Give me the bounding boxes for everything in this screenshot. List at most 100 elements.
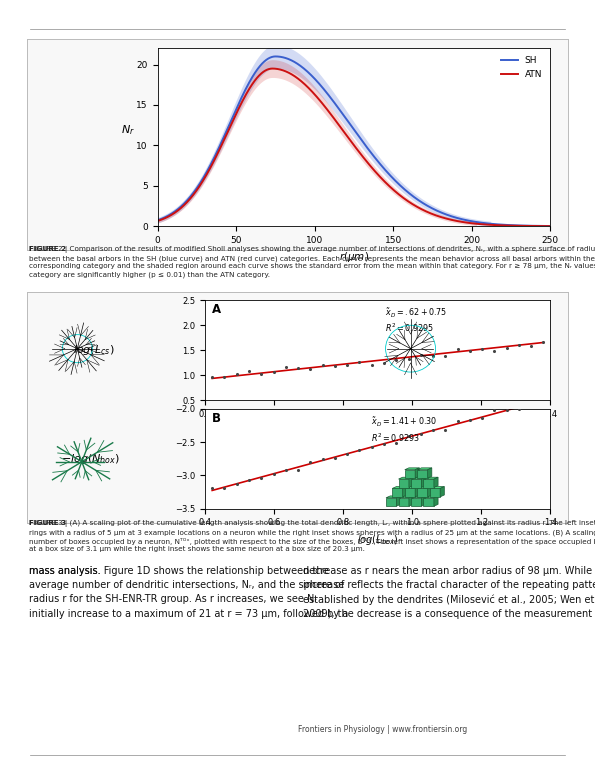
Polygon shape	[411, 477, 425, 479]
Point	[330, 452, 340, 464]
Point	[367, 359, 377, 371]
Point	[538, 398, 548, 410]
Point	[269, 366, 278, 378]
Point	[428, 350, 438, 363]
SH	[272, 51, 279, 61]
Point	[281, 361, 290, 374]
Point	[244, 473, 253, 486]
Point	[404, 430, 414, 442]
Text: FIGURE 2: FIGURE 2	[29, 246, 65, 253]
Polygon shape	[386, 496, 400, 498]
Text: B: B	[212, 412, 221, 425]
Text: decrease as r nears the mean arbor radius of 98 μm. While the
increase reflects : decrease as r nears the mean arbor radiu…	[303, 566, 595, 619]
Line: SH: SH	[158, 56, 550, 226]
SH	[547, 222, 554, 231]
Polygon shape	[396, 496, 400, 506]
Polygon shape	[424, 496, 438, 498]
X-axis label: $log(L_{box})$: $log(L_{box})$	[357, 533, 399, 547]
Point	[392, 437, 401, 449]
ATN	[345, 133, 352, 143]
Polygon shape	[440, 487, 444, 497]
Point	[527, 398, 536, 410]
Point	[379, 438, 389, 450]
Point	[220, 371, 229, 384]
Polygon shape	[424, 479, 434, 488]
Point	[342, 359, 352, 371]
SH	[536, 222, 543, 231]
Point	[440, 349, 450, 362]
ATN	[536, 222, 543, 231]
Point	[256, 367, 266, 380]
SH	[345, 118, 352, 127]
Text: A: A	[212, 303, 221, 317]
Text: $log(L_{cs})$: $log(L_{cs})$	[73, 343, 115, 357]
Point	[465, 414, 475, 427]
Point	[330, 360, 340, 372]
Point	[428, 424, 438, 436]
Point	[318, 453, 327, 466]
Text: FIGURE 3 | (A) A scaling plot of the cumulative length analysis showing the tota: FIGURE 3 | (A) A scaling plot of the cum…	[29, 520, 595, 552]
SH	[154, 215, 161, 225]
Point	[306, 456, 315, 468]
ATN	[547, 222, 554, 231]
Point	[281, 464, 290, 477]
Polygon shape	[405, 470, 415, 478]
Point	[293, 464, 303, 477]
Point	[502, 404, 512, 417]
Polygon shape	[399, 479, 409, 488]
ATN	[335, 119, 342, 129]
Polygon shape	[386, 498, 396, 506]
Polygon shape	[399, 477, 413, 479]
Polygon shape	[411, 498, 421, 506]
ATN	[464, 218, 471, 227]
SH	[536, 222, 543, 231]
Point	[342, 448, 352, 460]
Polygon shape	[399, 496, 413, 498]
Point	[220, 481, 229, 494]
Text: FIGURE 3: FIGURE 3	[29, 520, 65, 526]
Point	[477, 411, 487, 424]
Point	[416, 427, 425, 440]
Text: $-log(N_{box})$: $-log(N_{box})$	[61, 452, 120, 466]
Text: $\tilde{x}_D = .62+0.75$: $\tilde{x}_D = .62+0.75$	[385, 307, 447, 321]
Point	[355, 356, 364, 368]
Polygon shape	[417, 470, 428, 478]
SH	[174, 204, 181, 214]
Point	[440, 424, 450, 436]
Polygon shape	[428, 487, 432, 497]
Polygon shape	[424, 477, 438, 479]
Point	[379, 357, 389, 370]
Polygon shape	[428, 468, 432, 478]
Line: ATN: ATN	[158, 69, 550, 226]
Point	[244, 365, 253, 378]
Polygon shape	[417, 468, 432, 470]
Polygon shape	[421, 496, 425, 506]
Point	[392, 353, 401, 366]
Point	[306, 363, 315, 375]
Polygon shape	[415, 487, 419, 497]
Point	[416, 349, 425, 361]
X-axis label: $log(r)$: $log(r)$	[364, 424, 392, 438]
Point	[293, 361, 303, 374]
SH	[464, 215, 471, 225]
Polygon shape	[392, 488, 403, 497]
Point	[538, 335, 548, 348]
Polygon shape	[405, 488, 415, 497]
Polygon shape	[409, 496, 413, 506]
ATN	[269, 64, 276, 73]
Polygon shape	[434, 477, 438, 488]
Polygon shape	[430, 488, 440, 497]
Text: Frontiers in Physiology | www.frontiersin.org: Frontiers in Physiology | www.frontiersi…	[298, 725, 466, 735]
Point	[269, 467, 278, 480]
ATN	[174, 206, 181, 215]
Y-axis label: $N_r$: $N_r$	[121, 123, 135, 137]
Point	[208, 481, 217, 494]
Polygon shape	[424, 498, 434, 506]
Polygon shape	[421, 477, 425, 488]
Point	[367, 441, 377, 454]
X-axis label: $r(\mu m)$: $r(\mu m)$	[339, 250, 369, 264]
ATN	[536, 222, 543, 231]
Polygon shape	[399, 498, 409, 506]
Point	[232, 477, 242, 490]
Text: mass analysis. ​Figure 1D shows the relationship between the
average number of d: mass analysis. ​Figure 1D shows the rela…	[29, 566, 348, 619]
